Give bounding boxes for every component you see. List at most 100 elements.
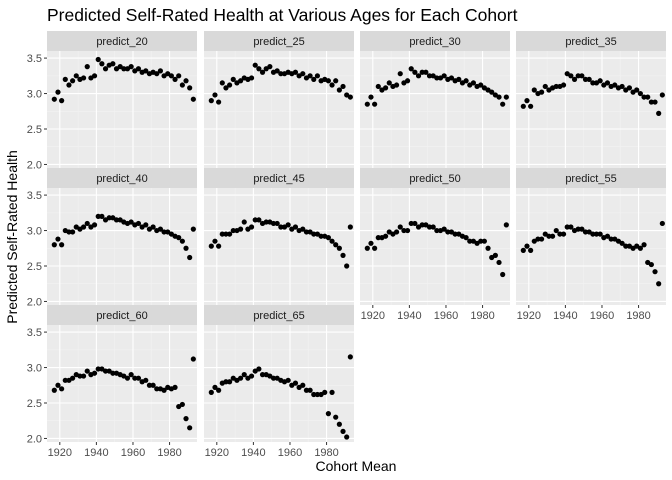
facet-strip [47, 305, 197, 325]
data-point [496, 259, 502, 266]
data-point [372, 101, 378, 107]
data-point [84, 368, 90, 374]
y-tick-label: 2.5 [27, 261, 42, 273]
data-point [520, 247, 526, 253]
data-point [503, 222, 509, 228]
data-point [241, 372, 247, 378]
data-point [347, 354, 353, 360]
data-point [176, 73, 182, 79]
data-point [172, 384, 178, 390]
data-point [492, 252, 498, 258]
data-point [187, 425, 193, 431]
data-point [564, 224, 570, 230]
data-point [652, 269, 658, 275]
data-point [568, 73, 574, 79]
data-point [626, 85, 633, 91]
data-point [586, 76, 592, 82]
data-point [223, 85, 229, 91]
x-tick-label: 1960 [434, 310, 458, 322]
data-point [333, 414, 339, 420]
data-point [553, 227, 559, 234]
data-point [434, 75, 440, 81]
data-point [143, 377, 149, 383]
data-point [219, 80, 225, 86]
x-tick-label: 1960 [121, 447, 145, 459]
facet-strip [204, 31, 354, 51]
data-point [110, 61, 116, 67]
data-point [70, 375, 76, 381]
data-point [91, 222, 98, 228]
facet-panel: predict_30 [360, 31, 510, 168]
x-tick-label: 1980 [314, 447, 338, 459]
data-point [223, 231, 229, 237]
data-point [619, 83, 625, 90]
data-point [135, 66, 142, 72]
data-point [208, 98, 214, 104]
x-tick-label: 1960 [278, 447, 302, 459]
data-point [314, 73, 321, 79]
data-point [190, 356, 196, 362]
data-point [656, 110, 662, 116]
facet-panel: predict_55 1920 1940 1960 1980 [516, 168, 666, 322]
y-tick-label: 3.5 [27, 327, 42, 339]
data-point [582, 229, 589, 235]
data-point [172, 76, 178, 82]
data-point [549, 233, 556, 239]
data-point [641, 242, 647, 248]
data-point [542, 83, 548, 90]
data-point [128, 64, 134, 70]
facet-strip [516, 168, 666, 188]
data-point [208, 243, 214, 249]
data-point [187, 85, 193, 91]
data-point [397, 224, 403, 230]
data-point [571, 76, 578, 82]
data-point [445, 229, 451, 235]
data-point [333, 242, 339, 248]
data-point [59, 98, 65, 104]
x-tick-label: 1940 [84, 447, 108, 459]
data-point [401, 227, 407, 234]
facet-strip [47, 168, 197, 188]
chart-title: Predicted Self-Rated Health at Various A… [47, 5, 518, 25]
data-point [216, 99, 222, 105]
data-point [59, 242, 65, 248]
data-point [575, 73, 581, 79]
data-point [150, 224, 156, 230]
facet-strip-label: predict_45 [253, 173, 304, 185]
data-point [560, 82, 567, 88]
y-tick-label: 2.5 [27, 398, 42, 410]
data-point [270, 220, 277, 227]
data-point [230, 227, 236, 234]
data-point [270, 375, 277, 381]
data-point [278, 71, 284, 77]
y-tick-label: 3.0 [27, 226, 42, 238]
data-point [208, 389, 214, 395]
data-point [434, 227, 440, 234]
data-point [336, 87, 342, 93]
data-point [128, 372, 134, 378]
data-point [219, 231, 225, 237]
data-point [84, 220, 90, 227]
facet-panel: predict_20 2.0 2.5 3.0 3.5 [27, 31, 197, 171]
data-point [347, 94, 353, 100]
facet-panel: predict_35 [516, 31, 666, 168]
data-point [608, 236, 614, 242]
facet-strip-label: predict_40 [96, 173, 147, 185]
data-point [80, 373, 87, 379]
data-point [560, 231, 567, 237]
data-point [553, 83, 559, 90]
data-point [66, 82, 72, 88]
data-point [183, 416, 189, 422]
data-point [51, 387, 57, 393]
data-point [375, 235, 381, 241]
data-point [285, 377, 291, 383]
data-point [77, 373, 83, 379]
data-point [648, 261, 654, 268]
data-point [307, 73, 313, 79]
data-point [386, 80, 392, 86]
data-point [143, 222, 149, 228]
data-point [535, 236, 541, 242]
data-point [300, 382, 306, 388]
data-point [623, 243, 629, 249]
data-point [303, 229, 310, 235]
